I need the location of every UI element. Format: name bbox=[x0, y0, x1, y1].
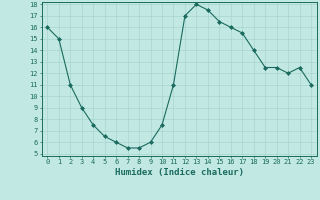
X-axis label: Humidex (Indice chaleur): Humidex (Indice chaleur) bbox=[115, 168, 244, 177]
